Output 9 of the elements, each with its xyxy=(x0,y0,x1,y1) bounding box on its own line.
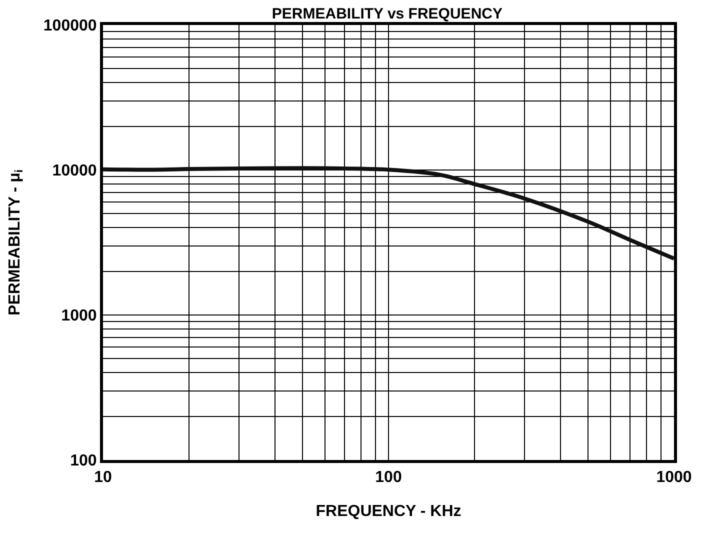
x-tick-label: 10 xyxy=(94,469,112,486)
x-axis-title: FREQUENCY - KHz xyxy=(316,502,462,520)
chart-title: PERMEABILITY vs FREQUENCY xyxy=(272,6,503,23)
y-tick-label: 100000 xyxy=(43,18,97,35)
x-tick-label: 1000 xyxy=(656,469,692,486)
y-tick-label: 10000 xyxy=(52,162,97,180)
x-tick-label: 100 xyxy=(375,469,402,486)
y-tick-label: 100 xyxy=(70,452,97,470)
y-tick-label: 1000 xyxy=(61,308,97,325)
